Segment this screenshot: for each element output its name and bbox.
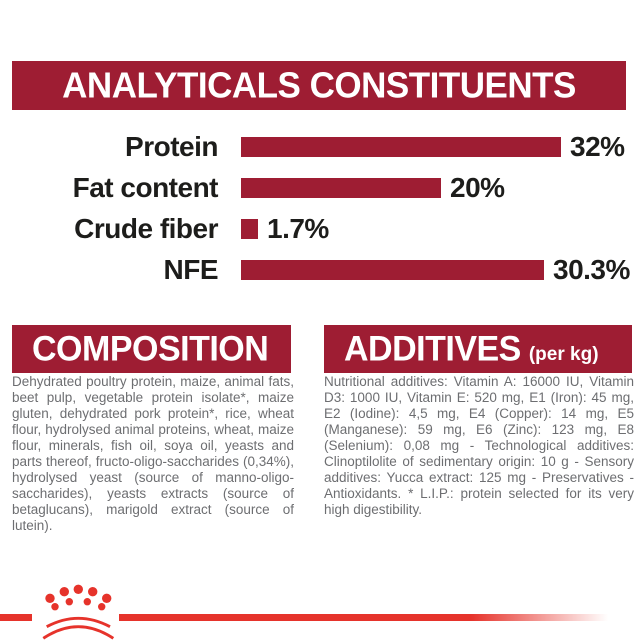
bar [241, 177, 441, 198]
chart-row: Fat content 20% [0, 167, 640, 208]
composition-title: COMPOSITION [32, 328, 269, 369]
additives-title-suffix: (per kg) [528, 343, 599, 365]
additives-body: Nutritional additives: Vitamin A: 16000 … [324, 374, 634, 517]
analyticals-constituents-title: ANALYTICALS CONSTITUENTS [62, 64, 576, 106]
chart-row: Protein 32% [0, 126, 640, 167]
composition-body: Dehydrated poultry protein, maize, anima… [12, 374, 294, 533]
bar-category-label: Fat content [72, 171, 219, 203]
bar [241, 259, 544, 280]
chart-row: NFE 30.3% [0, 249, 640, 290]
bar-category-label: Protein [125, 130, 218, 162]
bar [241, 136, 561, 157]
bar-value-label: 20% [450, 171, 505, 203]
footer-red-line-left [0, 614, 32, 621]
bar-value-label: 32% [570, 130, 625, 162]
analyticals-constituents-banner: ANALYTICALS CONSTITUENTS [12, 61, 626, 110]
footer-red-line-right [119, 614, 608, 621]
analyticals-chart: Protein 32% Fat content 20% Crude fiber 1.7% N… [0, 126, 640, 290]
royal-canin-crown-logo-icon [42, 584, 115, 640]
bar-value-label: 1.7% [267, 212, 329, 244]
composition-banner: COMPOSITION [12, 325, 291, 373]
bar-category-label: NFE [163, 253, 219, 285]
additives-title: ADDITIVES [344, 328, 521, 369]
bar-category-label: Crude fiber [74, 212, 218, 244]
bar [241, 218, 258, 239]
additives-banner: ADDITIVES (per kg) [324, 325, 632, 373]
bar-value-label: 30.3% [553, 253, 630, 285]
chart-row: Crude fiber 1.7% [0, 208, 640, 249]
